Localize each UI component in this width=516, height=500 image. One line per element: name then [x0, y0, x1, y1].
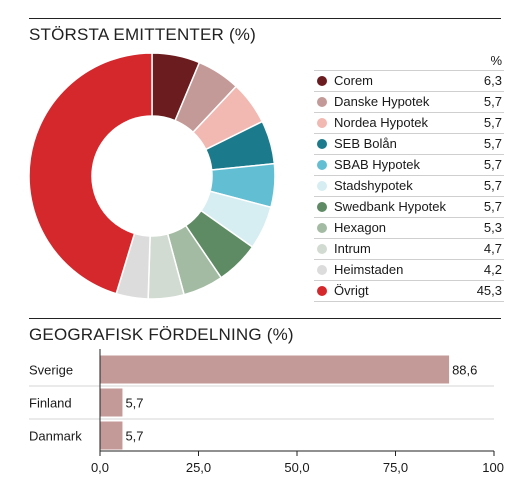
- legend-item: Nordea Hypotek 5,7: [314, 112, 504, 133]
- legend-label: Danske Hypotek: [334, 94, 430, 109]
- legend-value: 5,7: [483, 136, 502, 151]
- bar: [100, 421, 123, 450]
- legend-item: Corem 6,3: [314, 70, 504, 91]
- legend-value: 5,7: [483, 94, 502, 109]
- legend-swatch-icon: [317, 97, 327, 107]
- x-tick-label: 25,0: [186, 460, 211, 475]
- legend-label: Övrigt: [334, 283, 369, 298]
- legend-item: Swedbank Hypotek 5,7: [314, 196, 504, 217]
- legend-label: Hexagon: [334, 220, 387, 235]
- legend-item: Stadshypotek 5,7: [314, 175, 504, 196]
- legend-item: Hexagon 5,3: [314, 217, 504, 238]
- legend-label: Heimstaden: [334, 262, 404, 277]
- legend-value: 4,2: [483, 262, 502, 277]
- geo-section-title: GEOGRAFISK FÖRDELNING (%): [29, 325, 294, 344]
- legend-swatch-icon: [317, 160, 327, 170]
- legend-swatch-icon: [317, 265, 327, 275]
- legend-swatch-icon: [317, 244, 327, 254]
- legend-value: 45,3: [476, 283, 502, 298]
- legend-item: Danske Hypotek 5,7: [314, 91, 504, 112]
- legend-label: SEB Bolån: [334, 136, 397, 151]
- legend-item: SBAB Hypotek 5,7: [314, 154, 504, 175]
- bar-value-label: 5,7: [125, 396, 143, 411]
- legend-value: 5,7: [483, 199, 502, 214]
- category-label: Finland: [29, 396, 72, 411]
- legend-label: Stadshypotek: [334, 178, 413, 193]
- bar: [100, 388, 123, 417]
- legend-swatch-icon: [317, 223, 327, 233]
- emitters-section-title: STÖRSTA EMITTENTER (%): [29, 25, 256, 44]
- legend-item: SEB Bolån 5,7: [314, 133, 504, 154]
- legend-value: 5,7: [483, 115, 502, 130]
- emitters-legend: % Corem 6,3 Danske Hypotek 5,7 Nordea Hypote…: [314, 52, 504, 302]
- legend-label: Nordea Hypotek: [334, 115, 428, 130]
- legend-swatch-icon: [317, 76, 327, 86]
- geo-bar-chart: Sverige 88,6 Finland 5,7 Danmark 5,7 0,0 25,0 50…: [29, 349, 504, 475]
- legend-swatch-icon: [317, 118, 327, 128]
- legend-value: 5,3: [483, 220, 502, 235]
- x-tick-label: 50,0: [284, 460, 309, 475]
- legend-swatch-icon: [317, 181, 327, 191]
- x-tick-label: 0,0: [91, 460, 109, 475]
- legend-item: Övrigt 45,3: [314, 280, 504, 302]
- legend-label: SBAB Hypotek: [334, 157, 420, 172]
- legend-swatch-icon: [317, 202, 327, 212]
- emitters-donut-chart: [28, 52, 276, 300]
- legend-swatch-icon: [317, 139, 327, 149]
- bar-value-label: 88,6: [452, 363, 477, 378]
- legend-label: Swedbank Hypotek: [334, 199, 447, 214]
- legend-value: 4,7: [483, 241, 502, 256]
- legend-value: 6,3: [483, 73, 502, 88]
- legend-label: Intrum: [334, 241, 371, 256]
- legend-swatch-icon: [317, 286, 327, 296]
- geo-top-rule: [29, 318, 501, 319]
- legend-unit-label: %: [490, 53, 502, 68]
- legend-label: Corem: [334, 73, 374, 88]
- category-label: Danmark: [29, 429, 82, 444]
- emitters-top-rule: [29, 18, 501, 19]
- donut-slice-10: [28, 52, 153, 295]
- bar-value-label: 5,7: [125, 429, 143, 444]
- legend-item: Heimstaden 4,2: [314, 259, 504, 280]
- legend-value: 5,7: [483, 178, 502, 193]
- bar: [100, 355, 450, 384]
- legend-item: Intrum 4,7: [314, 238, 504, 259]
- category-label: Sverige: [29, 363, 73, 378]
- x-tick-label: 100: [482, 460, 504, 475]
- legend-value: 5,7: [483, 157, 502, 172]
- x-tick-label: 75,0: [383, 460, 408, 475]
